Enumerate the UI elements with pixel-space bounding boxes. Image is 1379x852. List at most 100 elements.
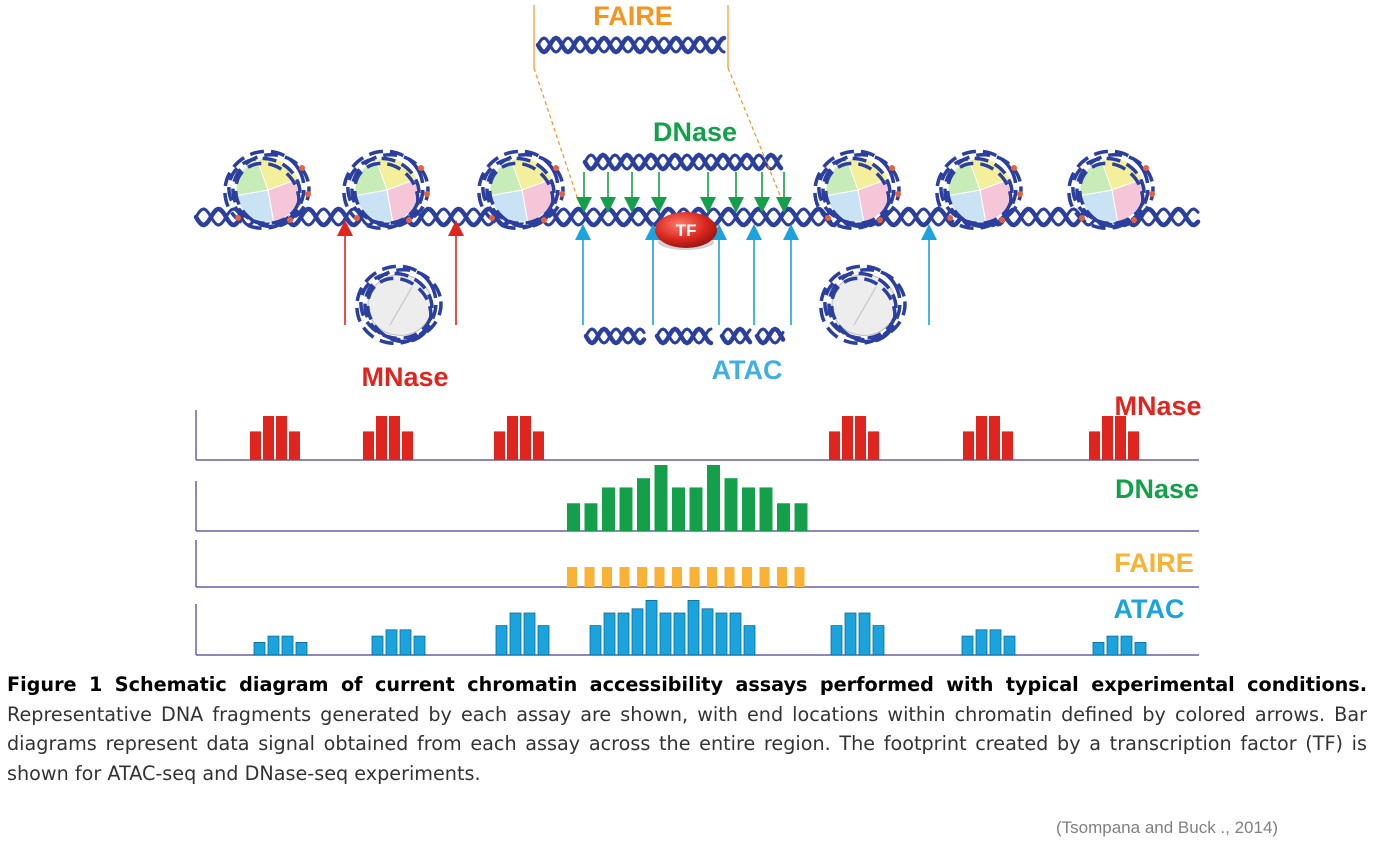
bar-atac xyxy=(295,642,308,656)
chromatin-assay-diagram: TF FAIRE DNase MNase ATAC MNase DNase FA… xyxy=(193,1,1202,656)
bar-mnase xyxy=(276,416,287,460)
nucleosome-icon xyxy=(935,149,1023,231)
nucleosome-icon xyxy=(477,149,565,231)
bar-mnase xyxy=(842,416,853,460)
mnase-cut-arrows xyxy=(337,220,464,325)
bar-mnase xyxy=(1089,431,1100,460)
bar-mnase xyxy=(1115,416,1126,460)
atac-fragment-dna-3 xyxy=(719,326,753,346)
bar-atac xyxy=(371,635,384,656)
atac-fragment-dna-4 xyxy=(754,326,786,346)
nucleosome-icon xyxy=(813,149,901,231)
bar-dnase xyxy=(619,487,633,531)
faire-diagram-label: FAIRE xyxy=(593,1,673,31)
bar-atac xyxy=(495,625,508,656)
caption-body: Representative DNA fragments generated b… xyxy=(7,702,1367,785)
track-dnase xyxy=(195,465,1199,532)
bar-atac xyxy=(413,635,426,656)
nucleosome-icon xyxy=(1067,149,1155,231)
bar-faire xyxy=(654,567,665,587)
track-atac xyxy=(195,600,1199,656)
bar-atac xyxy=(659,612,672,656)
bar-atac xyxy=(743,625,756,656)
atac-insertion-arrows xyxy=(575,224,937,325)
bar-dnase xyxy=(584,503,598,531)
dnase-track-label: DNase xyxy=(1115,474,1199,504)
bar-atac xyxy=(631,608,644,656)
bar-faire xyxy=(707,567,717,587)
bar-dnase xyxy=(637,478,650,531)
bar-mnase xyxy=(507,416,518,460)
atac-diagram-label: ATAC xyxy=(712,355,783,385)
bar-dnase xyxy=(689,487,703,531)
bar-atac xyxy=(687,600,700,656)
bar-faire xyxy=(602,567,612,587)
transcription-factor-icon: TF xyxy=(655,212,717,250)
bar-dnase xyxy=(742,487,755,531)
bar-mnase xyxy=(1128,431,1139,460)
bar-atac xyxy=(1134,642,1147,656)
nucleosome-icon xyxy=(223,149,311,231)
bar-atac xyxy=(645,600,658,656)
bar-mnase xyxy=(289,431,300,460)
bar-dnase xyxy=(777,503,790,531)
bar-atac xyxy=(975,629,988,656)
atac-fragment-dna-1 xyxy=(583,326,647,346)
bar-atac xyxy=(253,642,266,656)
bar-mnase xyxy=(389,416,400,460)
bar-atac xyxy=(830,625,843,656)
bar-mnase xyxy=(1102,416,1113,460)
bar-faire xyxy=(672,567,682,587)
bar-faire xyxy=(794,567,805,587)
bar-faire xyxy=(584,567,595,587)
bar-faire xyxy=(724,567,735,587)
bar-atac xyxy=(385,629,398,656)
bar-mnase xyxy=(376,416,387,460)
faire-track-label: FAIRE xyxy=(1114,548,1194,578)
bar-dnase xyxy=(724,478,738,531)
bar-dnase xyxy=(567,503,580,531)
atac-track-label: ATAC xyxy=(1114,594,1185,624)
bar-mnase xyxy=(494,431,505,460)
signal-tracks xyxy=(195,410,1199,656)
bar-mnase xyxy=(976,416,987,460)
bar-mnase xyxy=(868,431,879,460)
bar-mnase xyxy=(1002,431,1013,460)
bar-faire xyxy=(619,567,630,587)
bar-atac xyxy=(1003,635,1016,656)
track-faire xyxy=(195,540,1199,588)
bar-atac xyxy=(537,625,550,656)
bar-faire xyxy=(567,567,577,587)
bar-dnase xyxy=(759,487,773,531)
bar-atac xyxy=(729,612,742,656)
bar-dnase xyxy=(654,465,668,531)
bar-atac xyxy=(281,635,294,656)
bar-mnase xyxy=(402,431,413,460)
bar-dnase xyxy=(794,503,808,531)
bar-atac xyxy=(673,612,686,656)
faire-fragment-dna xyxy=(535,35,727,55)
bar-faire xyxy=(637,567,647,587)
dnase-diagram-label: DNase xyxy=(653,117,737,147)
bar-faire xyxy=(689,567,700,587)
bar-mnase xyxy=(829,431,840,460)
mnase-track-label: MNase xyxy=(1114,391,1201,421)
bar-atac xyxy=(858,612,871,656)
nucleosome-icon xyxy=(342,149,430,231)
bar-atac xyxy=(872,625,885,656)
mnase-diagram-label: MNase xyxy=(361,362,448,392)
bar-faire xyxy=(777,567,787,587)
bar-faire xyxy=(742,567,752,587)
bar-mnase xyxy=(989,416,1000,460)
bar-atac xyxy=(989,629,1002,656)
bar-atac xyxy=(844,612,857,656)
bar-atac xyxy=(617,612,630,656)
track-mnase xyxy=(195,410,1199,461)
bar-mnase xyxy=(963,431,974,460)
bar-mnase xyxy=(250,431,261,460)
bar-mnase xyxy=(263,416,274,460)
bar-dnase xyxy=(707,465,720,531)
dnase-fragment-dna xyxy=(582,152,784,172)
released-nucleosome-icon xyxy=(819,264,907,346)
bar-mnase xyxy=(520,416,531,460)
